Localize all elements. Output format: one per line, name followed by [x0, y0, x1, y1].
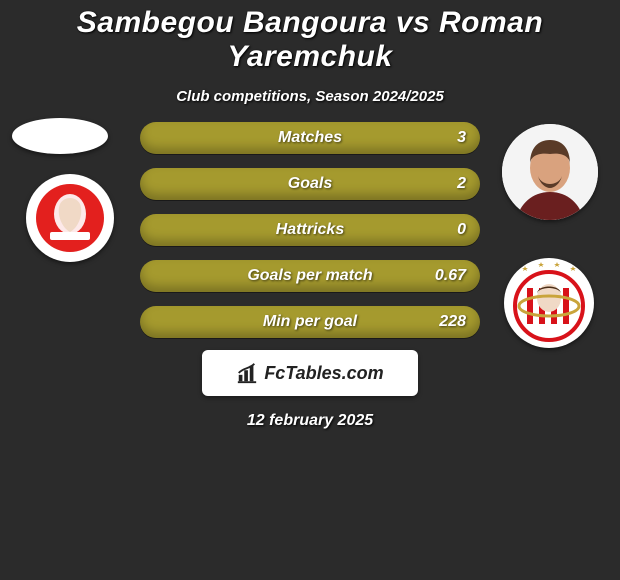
stat-right-value: 0.67: [435, 260, 466, 292]
page-title: Sambegou Bangoura vs Roman Yaremchuk: [0, 0, 620, 74]
stat-label: Min per goal: [140, 306, 480, 338]
date-text: 12 february 2025: [0, 412, 620, 430]
stats-block: Matches 3 Goals 2 Hattricks 0 Goals per …: [140, 122, 480, 352]
brand-text: FcTables.com: [264, 363, 383, 384]
stat-label: Matches: [140, 122, 480, 154]
club-left-crest: [26, 174, 114, 262]
stat-row-matches: Matches 3: [140, 122, 480, 154]
stat-right-value: 3: [457, 122, 466, 154]
brand-box: FcTables.com: [202, 350, 418, 396]
bar-chart-icon: [236, 362, 258, 384]
stat-right-value: 228: [439, 306, 466, 338]
stat-label: Goals: [140, 168, 480, 200]
stat-label: Goals per match: [140, 260, 480, 292]
stat-row-goals: Goals 2: [140, 168, 480, 200]
stat-row-hattricks: Hattricks 0: [140, 214, 480, 246]
stat-label: Hattricks: [140, 214, 480, 246]
stat-right-value: 0: [457, 214, 466, 246]
player-left-avatar: [12, 118, 108, 154]
stat-row-goals-per-match: Goals per match 0.67: [140, 260, 480, 292]
club-right-crest: [504, 258, 594, 348]
subtitle: Club competitions, Season 2024/2025: [0, 88, 620, 105]
player-right-avatar: [502, 124, 598, 220]
stat-right-value: 2: [457, 168, 466, 200]
stat-row-min-per-goal: Min per goal 228: [140, 306, 480, 338]
